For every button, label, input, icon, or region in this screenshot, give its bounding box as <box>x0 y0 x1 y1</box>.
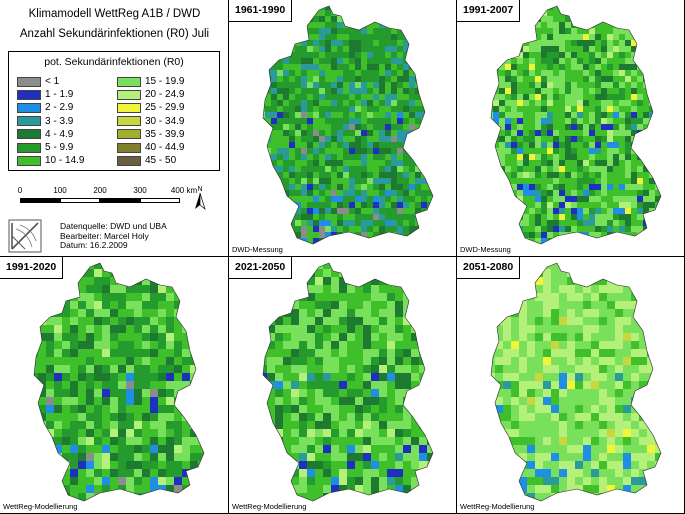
scale-tick-300: 300 <box>133 186 147 195</box>
legend-item: 5 - 9.9 <box>17 142 73 153</box>
map-panel-1991-2007: 1991-2007 DWD-Messung <box>457 0 685 257</box>
legend-title: pot. Sekundärinfektionen (R0) <box>44 56 184 68</box>
legend-swatch <box>17 89 41 100</box>
north-label: N <box>197 186 202 193</box>
legend: pot. Sekundärinfektionen (R0) < 1 1 - 1.9… <box>8 51 220 171</box>
legend-label: 30 - 34.9 <box>145 115 185 127</box>
legend-label: 2 - 2.9 <box>45 102 74 114</box>
country-border <box>490 5 662 245</box>
legend-swatch <box>117 102 141 113</box>
legend-swatch <box>117 116 141 127</box>
legend-item: 35 - 39.9 <box>117 129 184 140</box>
scale-tick-0: 0 <box>17 186 23 195</box>
legend-swatch <box>17 102 41 113</box>
scale-segment <box>20 198 60 203</box>
germany-map <box>490 262 662 502</box>
legend-swatch <box>17 76 41 87</box>
legend-label: 10 - 14.9 <box>45 155 85 167</box>
map-panel-2051-2080: 2051-2080 WettReg-Modellierung <box>457 257 685 514</box>
legend-item: 4 - 4.9 <box>17 129 73 140</box>
legend-item: 30 - 34.9 <box>117 116 184 127</box>
period-label: 1991-2007 <box>457 0 521 22</box>
legend-item: 2 - 2.9 <box>17 102 73 113</box>
period-label: 1961-1990 <box>229 0 293 22</box>
map-raster <box>491 6 661 244</box>
legend-label: 5 - 9.9 <box>45 142 74 153</box>
legend-label: 40 - 44.9 <box>145 142 185 153</box>
legend-label: 4 - 4.9 <box>45 128 74 140</box>
legend-item: 40 - 44.9 <box>117 142 184 153</box>
legend-swatch <box>17 116 41 127</box>
credit-source: Datenquelle: DWD und UBA <box>60 221 167 231</box>
country-border <box>33 262 205 502</box>
country-border <box>262 262 434 502</box>
scale-tick-200: 200 <box>93 186 107 195</box>
legend-swatch <box>117 155 141 166</box>
legend-item: 3 - 3.9 <box>17 116 73 127</box>
source-label: DWD-Messung <box>232 245 283 254</box>
germany-map <box>262 262 434 502</box>
legend-label: 15 - 19.9 <box>145 76 185 87</box>
source-label: WettReg-Modellierung <box>3 502 78 511</box>
scale-tick-100: 100 <box>53 186 67 195</box>
country-border <box>262 5 434 245</box>
period-label: 2021-2050 <box>229 257 293 279</box>
credit-author: Bearbeiter: Marcel Holy <box>60 230 149 241</box>
source-label: WettReg-Modellierung <box>460 502 535 511</box>
info-panel: Klimamodell WettReg A1B / DWD Anzahl Sek… <box>0 0 229 257</box>
germany-map <box>33 262 205 502</box>
scale-tick-400: 400 km <box>170 186 198 195</box>
legend-item: 15 - 19.9 <box>117 76 184 87</box>
map-raster <box>263 6 433 244</box>
legend-swatch <box>117 89 141 100</box>
legend-item: < 1 <box>17 76 59 87</box>
legend-label: 3 - 3.9 <box>45 115 74 127</box>
legend-item: 1 - 1.9 <box>17 89 73 100</box>
legend-swatch <box>17 129 41 140</box>
legend-label: 35 - 39.9 <box>145 128 185 140</box>
legend-label: 20 - 24.9 <box>145 89 185 101</box>
source-label: DWD-Messung <box>460 245 511 254</box>
germany-map <box>490 5 662 245</box>
logo-icon <box>8 219 42 253</box>
scale-bar: 0 100 200 300 400 km <box>12 186 202 208</box>
title-line-1: Klimamodell WettReg A1B / DWD <box>28 8 201 20</box>
legend-item: 10 - 14.9 <box>17 155 84 166</box>
map-panel-1991-2020: 1991-2020 WettReg-Modellierung <box>0 257 229 514</box>
legend-label: < 1 <box>45 76 60 87</box>
scale-segment <box>100 198 140 203</box>
map-panel-1961-1990: 1961-1990 DWD-Messung <box>229 0 457 257</box>
legend-label: 45 - 50 <box>145 155 177 167</box>
period-label: 2051-2080 <box>457 257 521 279</box>
legend-swatch <box>117 76 141 87</box>
country-border <box>490 262 662 502</box>
legend-swatch <box>17 142 41 153</box>
legend-label: 25 - 29.9 <box>145 102 185 114</box>
legend-item: 25 - 29.9 <box>117 102 184 113</box>
legend-swatch <box>117 129 141 140</box>
scale-segment <box>60 198 100 203</box>
legend-item: 45 - 50 <box>117 155 176 166</box>
title-line-2: Anzahl Sekundärinfektionen (R0) Juli <box>19 28 210 40</box>
legend-label: 1 - 1.9 <box>45 89 74 101</box>
source-label: WettReg-Modellierung <box>232 502 307 511</box>
map-panel-2021-2050: 2021-2050 WettReg-Modellierung <box>229 257 457 514</box>
legend-item: 20 - 24.9 <box>117 89 184 100</box>
credit-date: Datum: 16.2.2009 <box>60 240 128 250</box>
germany-map <box>262 5 434 245</box>
legend-swatch <box>117 142 141 153</box>
scale-segment <box>140 198 180 203</box>
credits: Datenquelle: DWD und UBA Bearbeiter: Mar… <box>60 221 167 251</box>
legend-swatch <box>17 155 41 166</box>
period-label: 1991-2020 <box>0 257 64 279</box>
north-arrow-icon: N <box>192 184 208 212</box>
